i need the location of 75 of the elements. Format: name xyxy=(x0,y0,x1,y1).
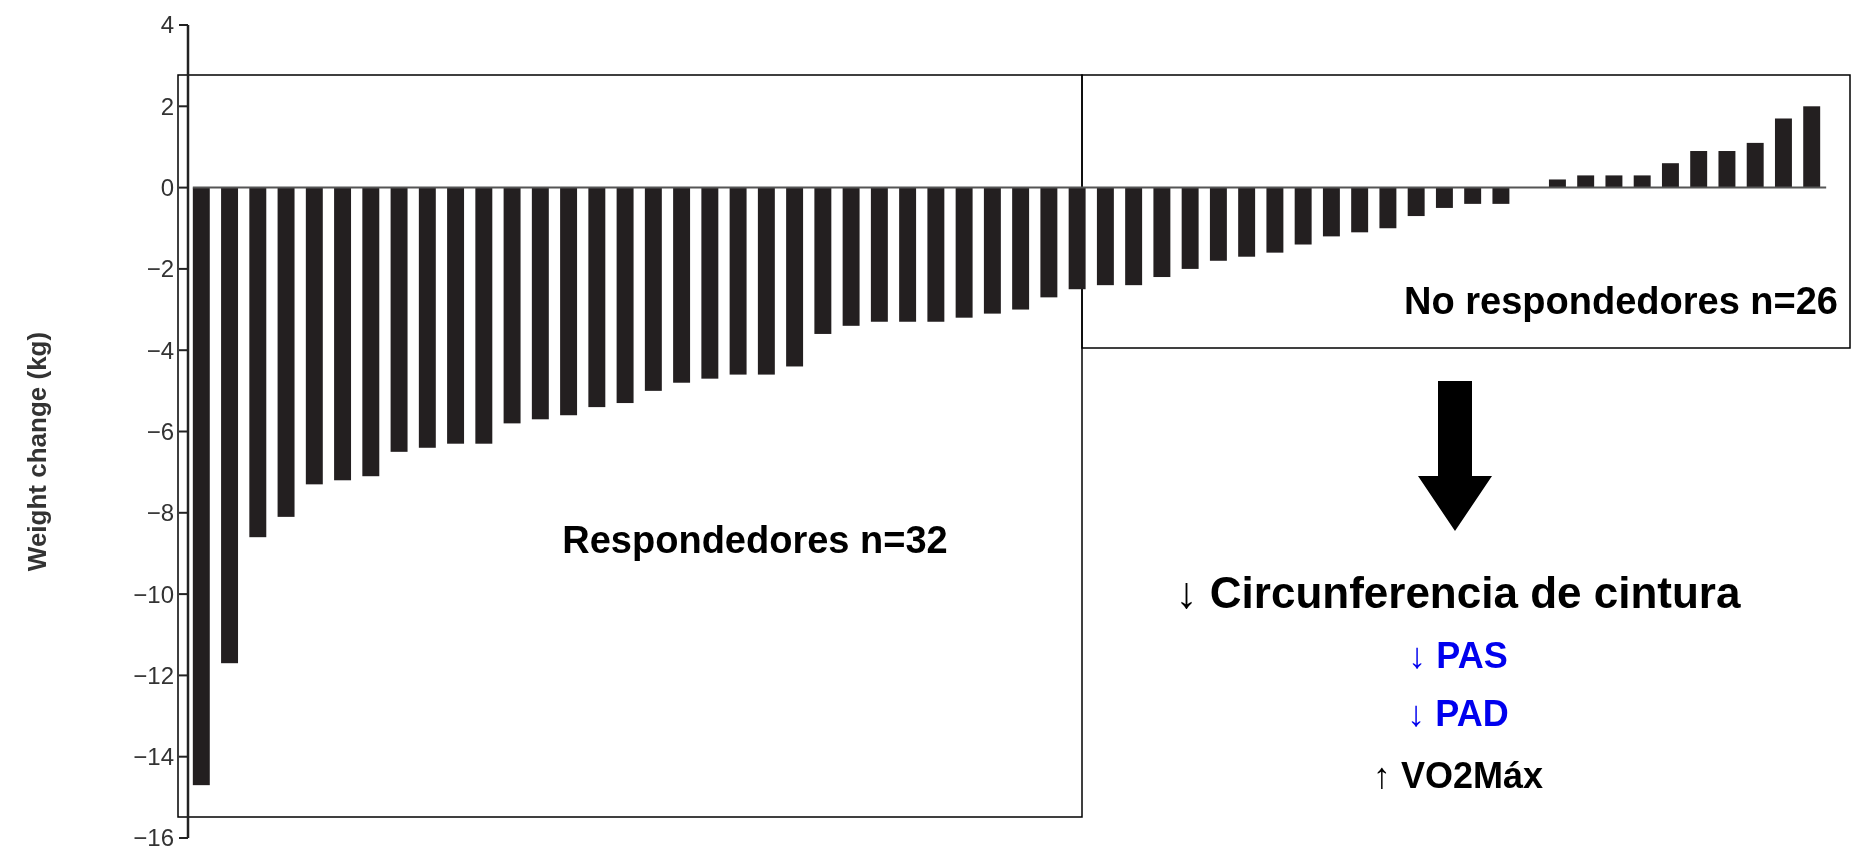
bar xyxy=(503,187,521,424)
bar xyxy=(729,187,747,375)
y-tick-label: 4 xyxy=(160,11,174,39)
bar xyxy=(560,187,578,416)
y-tick-label: 2 xyxy=(160,92,174,120)
bar xyxy=(1351,187,1369,233)
bar xyxy=(531,187,549,420)
bar xyxy=(362,187,380,477)
bar xyxy=(757,187,775,375)
bar xyxy=(1040,187,1058,298)
annotation: ↓ PAD xyxy=(1407,693,1509,734)
bar xyxy=(588,187,606,408)
bar xyxy=(870,187,888,322)
bar xyxy=(1266,187,1284,253)
bar xyxy=(701,187,719,379)
bar xyxy=(447,187,465,444)
bar xyxy=(192,187,210,786)
bar xyxy=(1379,187,1397,229)
bar xyxy=(1746,142,1764,188)
bar xyxy=(221,187,239,664)
bar xyxy=(475,187,493,444)
bar xyxy=(1209,187,1227,261)
bar xyxy=(673,187,691,383)
y-tick-label: −8 xyxy=(146,499,174,527)
y-tick-label: −10 xyxy=(133,580,174,608)
bar xyxy=(277,187,295,517)
bar xyxy=(842,187,860,326)
bar xyxy=(1774,118,1792,188)
bar xyxy=(1068,187,1086,290)
bar xyxy=(1690,151,1708,188)
bar xyxy=(814,187,832,334)
bar xyxy=(305,187,323,485)
annotation: ↑ VO2Máx xyxy=(1372,755,1544,796)
bar xyxy=(1464,187,1482,204)
bar xyxy=(1294,187,1312,245)
bar xyxy=(1322,187,1340,237)
bar xyxy=(1153,187,1171,278)
bar xyxy=(1718,151,1736,188)
bar xyxy=(334,187,352,481)
bar xyxy=(1633,175,1651,188)
bar xyxy=(1548,179,1566,188)
bar xyxy=(983,187,1001,314)
bar xyxy=(1125,187,1143,286)
bar xyxy=(1435,187,1453,208)
bar xyxy=(1012,187,1030,310)
bar xyxy=(1803,106,1821,188)
annotation: ↓ Circunferencia de cintura xyxy=(1175,568,1741,617)
bar xyxy=(249,187,267,538)
bar xyxy=(616,187,634,404)
bar xyxy=(927,187,945,322)
bar xyxy=(1577,175,1595,188)
bar xyxy=(899,187,917,322)
y-tick-label: −2 xyxy=(146,255,174,283)
bar xyxy=(1096,187,1114,286)
bar xyxy=(418,187,436,448)
y-tick-label: −14 xyxy=(133,743,174,771)
bar xyxy=(390,187,408,452)
bar xyxy=(644,187,662,391)
bar xyxy=(955,187,973,318)
y-axis-title: Weight change (kg) xyxy=(22,331,52,572)
y-tick-label: −16 xyxy=(133,824,174,852)
annotation: Respondedores n=32 xyxy=(562,519,948,561)
bar xyxy=(786,187,804,367)
y-tick-label: 0 xyxy=(160,174,174,201)
bar xyxy=(1407,187,1425,217)
y-tick-label: −12 xyxy=(133,661,174,689)
bar xyxy=(1238,187,1256,257)
bar xyxy=(1661,163,1679,188)
bar xyxy=(1605,175,1623,188)
y-tick-label: −6 xyxy=(146,417,174,445)
bar xyxy=(1181,187,1199,269)
bar xyxy=(1492,187,1510,204)
annotation: No respondedores n=26 xyxy=(1404,280,1838,322)
annotation: ↓ PAS xyxy=(1408,635,1508,676)
y-tick-label: −4 xyxy=(146,336,174,364)
